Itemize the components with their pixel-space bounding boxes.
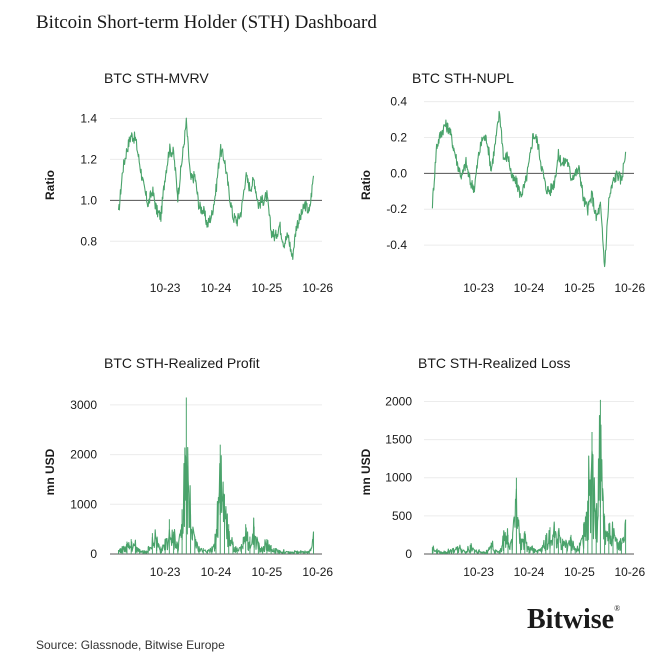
x-tick-label: 10-26: [614, 565, 645, 579]
x-tick-label: 10-23: [150, 565, 181, 579]
chart-title-mvrv: BTC STH-MVRV: [104, 70, 209, 86]
y-tick-label: 2000: [385, 394, 412, 408]
y-tick-label: -0.4: [386, 238, 407, 252]
x-tick-label: 10-25: [564, 281, 595, 295]
x-tick-label: 10-26: [302, 281, 333, 295]
y-tick-label: 1000: [385, 471, 412, 485]
x-tick-label: 10-24: [201, 565, 232, 579]
y-tick-label: 1.0: [80, 193, 97, 207]
chart-mvrv: 0.8 1.0 1.2 1.4 10-23 10-24 10-25 10-26 Ratio: [43, 111, 333, 295]
x-tick-label: 10-23: [463, 565, 494, 579]
y-tick-label: 0.8: [80, 234, 97, 248]
y-tick-label: 1500: [385, 433, 412, 447]
source-note: Source: Glassnode, Bitwise Europe: [36, 638, 225, 652]
x-tick-label: 10-24: [514, 565, 545, 579]
x-tick-label: 10-25: [564, 565, 595, 579]
x-tick-label: 10-23: [463, 281, 494, 295]
registered-mark-icon: ®: [614, 604, 621, 613]
x-tick-label: 10-26: [614, 281, 645, 295]
y-tick-label: 500: [392, 509, 412, 523]
y-tick-label: 0: [405, 547, 412, 561]
y-tick-label: 1.2: [80, 152, 97, 166]
bitwise-logo: Bitwise®: [527, 604, 620, 636]
x-tick-label: 10-24: [514, 281, 545, 295]
chart-nupl: -0.4 -0.2 0.0 0.2 0.4 10-23 10-24 10-25 10-26 Rat…: [359, 95, 645, 295]
y-axis-label: mn USD: [359, 448, 373, 495]
y-tick-label: 0.2: [390, 130, 407, 144]
y-tick-label: 3000: [70, 398, 97, 412]
x-tick-label: 10-23: [150, 281, 181, 295]
chart-title-realized-loss: BTC STH-Realized Loss: [418, 355, 571, 371]
x-tick-label: 10-24: [201, 281, 232, 295]
chart-title-realized-profit: BTC STH-Realized Profit: [104, 355, 260, 371]
page-title: Bitcoin Short-term Holder (STH) Dashboar…: [36, 12, 377, 33]
chart-loss: 0 500 1000 1500 2000 10-23 10-24 10-25 10-26 mn U…: [359, 394, 645, 579]
x-tick-label: 10-25: [252, 281, 283, 295]
chart-title-nupl: BTC STH-NUPL: [412, 70, 514, 86]
x-tick-label: 10-26: [302, 565, 333, 579]
series-line-nupl: [431, 110, 627, 268]
series-line-mvrv: [117, 117, 315, 260]
y-tick-label: 0.0: [390, 166, 407, 180]
y-tick-label: 1000: [70, 497, 97, 511]
y-tick-label: 0.4: [390, 95, 407, 109]
x-tick-label: 10-25: [252, 565, 283, 579]
chart-profit: 0 1000 2000 3000 10-23 10-24 10-25 10-26 mn USD: [43, 397, 333, 579]
brand-wordmark: Bitwise: [527, 604, 615, 635]
y-axis-label: Ratio: [359, 170, 373, 200]
y-tick-label: 0: [90, 547, 97, 561]
y-axis-label: Ratio: [43, 170, 57, 200]
y-tick-label: -0.2: [386, 202, 407, 216]
y-tick-label: 1.4: [80, 111, 97, 125]
y-axis-label: mn USD: [43, 448, 57, 495]
y-tick-label: 2000: [70, 448, 97, 462]
